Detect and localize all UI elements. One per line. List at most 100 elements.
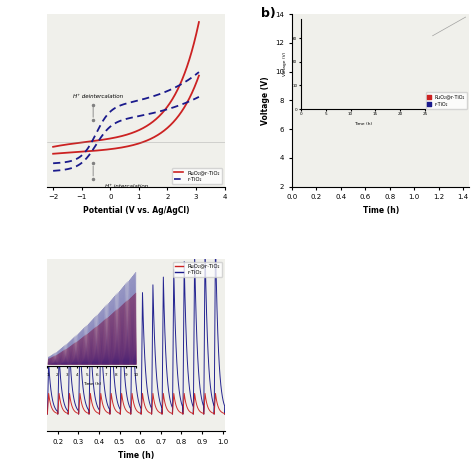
Point <box>322 135 329 142</box>
Point <box>363 118 371 126</box>
Point <box>330 130 337 138</box>
Point <box>299 167 307 174</box>
Point <box>438 100 445 108</box>
Point <box>428 101 435 109</box>
Point <box>394 164 401 172</box>
Point <box>374 164 382 172</box>
Point <box>396 164 403 172</box>
Point <box>422 164 430 172</box>
Point <box>380 164 387 172</box>
Point <box>336 128 343 136</box>
Point <box>389 165 397 173</box>
Point <box>452 97 460 104</box>
Point <box>383 165 391 173</box>
Point <box>403 107 411 114</box>
Point <box>354 165 361 173</box>
Point <box>388 110 395 118</box>
Point <box>410 164 418 172</box>
Point <box>337 165 345 173</box>
Point <box>331 165 339 173</box>
Point <box>453 164 461 172</box>
Point <box>444 164 451 172</box>
X-axis label: Time (h): Time (h) <box>118 450 154 459</box>
Point <box>430 101 438 109</box>
Point <box>444 164 452 172</box>
Point <box>456 164 463 171</box>
Point <box>347 122 355 130</box>
Point <box>351 165 358 173</box>
Point <box>330 165 338 173</box>
Point <box>408 164 416 172</box>
Point <box>433 100 441 108</box>
Point <box>460 96 467 104</box>
Point <box>347 166 355 173</box>
Point <box>390 164 397 172</box>
Point <box>325 133 333 140</box>
Point <box>356 119 364 127</box>
Point <box>328 132 336 139</box>
Point <box>442 99 450 107</box>
Point <box>297 145 305 153</box>
Point <box>370 166 378 173</box>
Point <box>440 164 448 171</box>
Point <box>345 123 352 130</box>
Point <box>363 117 371 124</box>
Point <box>357 119 365 127</box>
Point <box>457 164 465 171</box>
Point <box>432 100 440 107</box>
Point <box>306 141 313 149</box>
Point <box>344 123 352 131</box>
Point <box>410 165 418 173</box>
Point <box>446 164 453 171</box>
Point <box>303 167 310 175</box>
Point <box>310 168 318 175</box>
Point <box>344 165 352 173</box>
Point <box>289 168 297 176</box>
Point <box>338 127 346 134</box>
Point <box>310 167 318 174</box>
Point <box>362 164 370 172</box>
Point <box>362 165 369 173</box>
Point <box>371 116 379 123</box>
Point <box>445 164 452 172</box>
Point <box>448 164 456 171</box>
Point <box>370 115 377 122</box>
Point <box>433 100 441 108</box>
Point <box>319 166 327 174</box>
Point <box>342 167 350 174</box>
Point <box>438 99 445 107</box>
Point <box>372 115 379 123</box>
Point <box>346 123 354 130</box>
Point <box>398 164 406 172</box>
Point <box>433 100 440 107</box>
Point <box>307 140 315 148</box>
Point <box>429 164 437 172</box>
Point <box>318 136 326 144</box>
Point <box>308 141 315 149</box>
Point <box>388 110 396 118</box>
Point <box>331 166 339 174</box>
Point <box>346 165 353 173</box>
Point <box>447 97 455 105</box>
Point <box>341 127 348 134</box>
Point <box>360 118 367 125</box>
Point <box>301 167 309 174</box>
Point <box>379 113 386 120</box>
Point <box>301 144 309 151</box>
Point <box>385 166 392 173</box>
Point <box>303 167 311 175</box>
Point <box>389 108 397 116</box>
Point <box>338 166 346 173</box>
Point <box>377 114 385 121</box>
Point <box>386 110 393 118</box>
Point <box>339 166 346 174</box>
Point <box>406 164 413 172</box>
Point <box>356 166 363 173</box>
Point <box>415 164 422 172</box>
Point <box>304 167 311 175</box>
Point <box>355 120 363 128</box>
Point <box>341 166 349 174</box>
Point <box>345 165 353 173</box>
Point <box>387 110 395 118</box>
Point <box>396 109 404 117</box>
